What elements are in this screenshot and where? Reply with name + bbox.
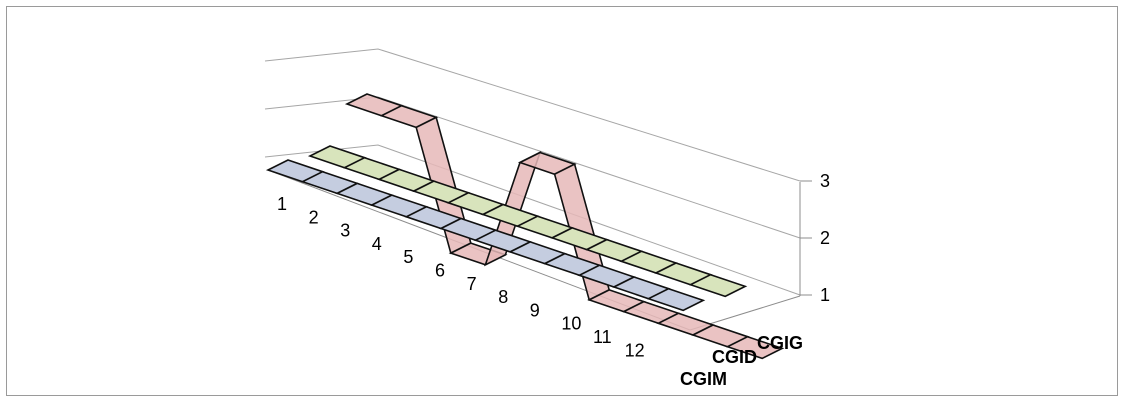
x-tick-label: 7 [467, 274, 477, 294]
z-tick-label: 1 [820, 285, 830, 305]
ribbon-segment [725, 335, 785, 360]
x-tick-label: 2 [309, 207, 319, 227]
series-cgid-ribbon [307, 145, 748, 298]
series-label-cgim: CGIM [680, 369, 727, 389]
z-tick-label: 3 [820, 171, 830, 191]
x-tick-label: 11 [593, 327, 612, 347]
x-tick-label: 1 [277, 194, 287, 214]
x-tick-label: 4 [372, 234, 382, 254]
series-label-cgig: CGIG [757, 333, 803, 353]
gridline [264, 48, 801, 182]
x-tick-label: 10 [561, 314, 581, 334]
z-tick-label: 2 [820, 228, 830, 248]
x-tick-label: 9 [530, 300, 540, 320]
ribbon-segment [688, 273, 748, 298]
x-tick-label: 12 [625, 340, 645, 360]
x-tick-label: 3 [340, 221, 350, 241]
series-cgim-ribbon [265, 159, 706, 312]
ribbon-segment [646, 287, 706, 312]
x-tick-label: 5 [403, 247, 413, 267]
series-label-cgid: CGID [712, 347, 757, 367]
x-tick-label: 6 [435, 261, 445, 281]
x-tick-label: 8 [498, 287, 508, 307]
gridline [264, 144, 801, 296]
ribbons [265, 93, 785, 360]
